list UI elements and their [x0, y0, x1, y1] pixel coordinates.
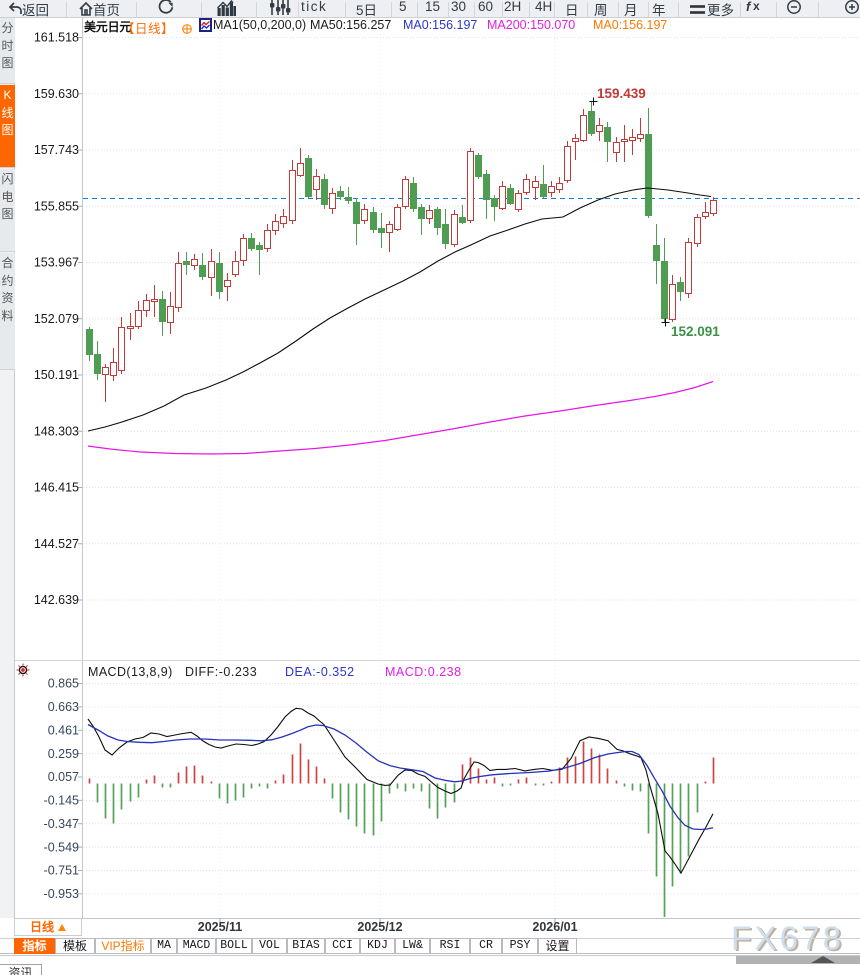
- svg-text:146.415: 146.415: [34, 481, 79, 495]
- svg-text:-0.751: -0.751: [44, 864, 79, 878]
- svg-text:150.191: 150.191: [34, 368, 79, 382]
- svg-text:155.855: 155.855: [34, 199, 79, 213]
- svg-text:152.091: 152.091: [671, 324, 720, 339]
- svg-text:0.663: 0.663: [48, 700, 79, 714]
- svg-text:159.439: 159.439: [597, 86, 646, 101]
- svg-text:144.527: 144.527: [34, 537, 79, 551]
- svg-text:0.259: 0.259: [48, 747, 79, 761]
- svg-text:148.303: 148.303: [34, 424, 79, 438]
- svg-text:159.630: 159.630: [34, 87, 79, 101]
- svg-text:-0.549: -0.549: [44, 840, 79, 854]
- svg-text:FX678: FX678: [733, 921, 846, 958]
- svg-text:-0.953: -0.953: [44, 887, 79, 901]
- svg-text:152.079: 152.079: [34, 312, 79, 326]
- svg-text:0.865: 0.865: [48, 677, 79, 691]
- svg-text:0.461: 0.461: [48, 723, 79, 737]
- svg-text:161.518: 161.518: [34, 31, 79, 45]
- svg-text:142.639: 142.639: [34, 593, 79, 607]
- svg-text:0.057: 0.057: [48, 770, 79, 784]
- svg-text:153.967: 153.967: [34, 256, 79, 270]
- svg-text:157.743: 157.743: [34, 143, 79, 157]
- svg-text:-0.347: -0.347: [44, 817, 79, 831]
- svg-text:-0.145: -0.145: [44, 794, 79, 808]
